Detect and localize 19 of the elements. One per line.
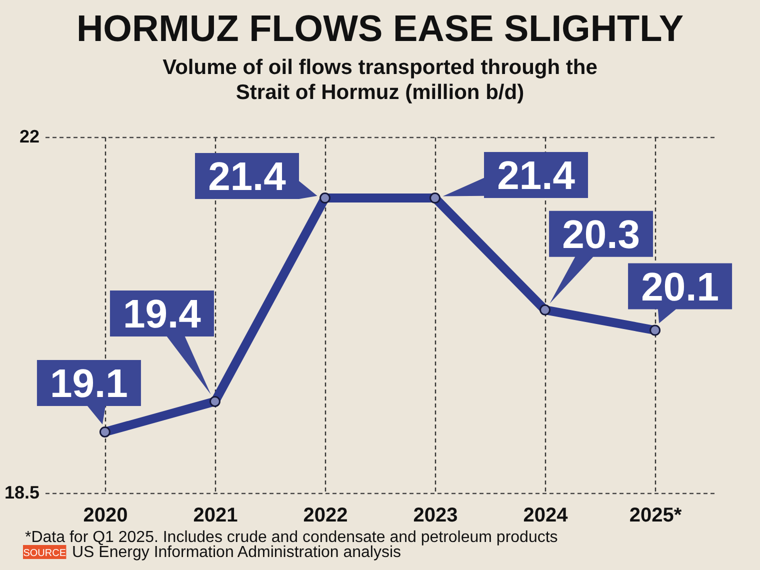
x-tick-label: 2023	[413, 504, 458, 526]
data-label: 21.4	[497, 154, 576, 198]
x-tick-label: 2025*	[629, 504, 682, 526]
data-label: 20.1	[641, 265, 719, 310]
data-label: 21.4	[208, 155, 287, 200]
x-tick-label: 2021	[193, 504, 238, 526]
text: SOURCE	[23, 548, 66, 559]
data-label: 19.1	[50, 362, 128, 406]
x-tick-label: 2024	[523, 504, 569, 526]
data-label: 20.3	[562, 212, 640, 257]
text: US Energy Information Administration analysis	[72, 544, 402, 561]
y-tick-label: 18.5	[4, 482, 40, 502]
chart-title: HORMUZ FLOWS EASE SLIGHTLY	[76, 8, 684, 49]
x-tick-label: 2022	[303, 504, 348, 526]
chart-subtitle: Volume of oil flows transported through the Strait of Hormuz (million b/d)	[162, 56, 598, 104]
text: *Data for Q1 2025. Includes crude and condensate and petroleum products	[25, 529, 558, 546]
data-label: 19.4	[123, 292, 202, 336]
y-tick-label: 22	[19, 126, 40, 146]
x-tick-label: 2020	[83, 504, 128, 526]
